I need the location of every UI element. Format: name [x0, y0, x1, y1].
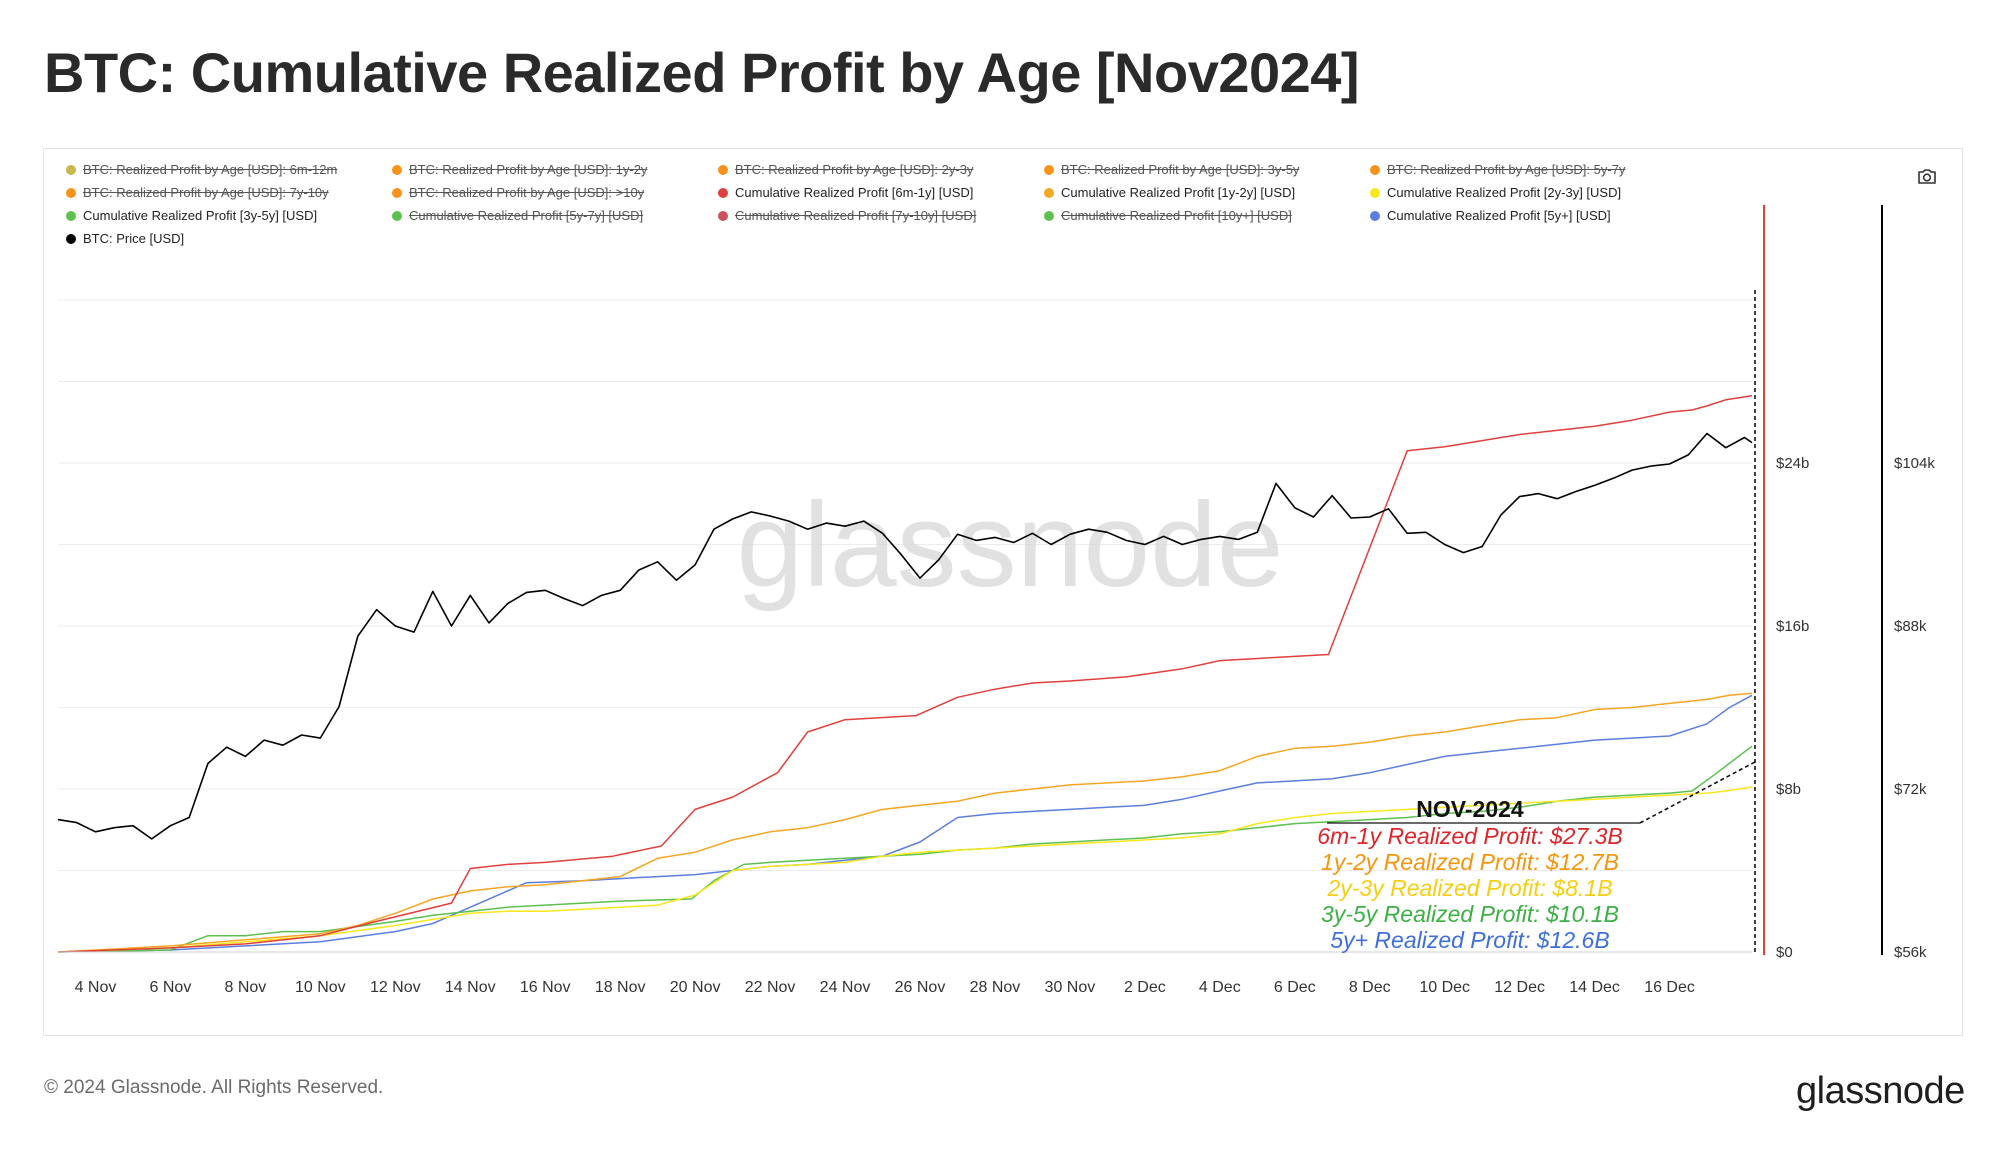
legend-color-dot — [392, 211, 402, 221]
legend-color-dot — [392, 165, 402, 175]
x-tick-label: 30 Nov — [1045, 979, 1096, 996]
legend-color-dot — [718, 188, 728, 198]
y-right-tick-label: $104k — [1894, 455, 1935, 472]
chart-frame — [43, 148, 1963, 1036]
legend-label: Cumulative Realized Profit [2y-3y] [USD] — [1387, 185, 1622, 200]
legend-color-dot — [66, 188, 76, 198]
legend-label: BTC: Realized Profit by Age [USD]: >10y — [409, 185, 645, 200]
legend-label: Cumulative Realized Profit [10y+] [USD] — [1061, 208, 1292, 223]
legend-item[interactable]: Cumulative Realized Profit [5y-7y] [USD] — [392, 206, 643, 226]
legend-color-dot — [392, 188, 402, 198]
series-line — [57, 432, 1753, 840]
legend-color-dot — [1370, 165, 1380, 175]
legend-label: BTC: Realized Profit by Age [USD]: 3y-5y — [1061, 162, 1300, 177]
x-tick-label: 16 Nov — [520, 979, 571, 996]
annotation-line: 6m-1y Realized Profit: $27.3B — [1317, 823, 1623, 849]
annotation-title: NOV-2024 — [1416, 796, 1524, 822]
legend-color-dot — [1044, 188, 1054, 198]
legend-item[interactable]: BTC: Realized Profit by Age [USD]: 1y-2y — [392, 160, 647, 180]
legend-item[interactable]: BTC: Realized Profit by Age [USD]: 3y-5y — [1044, 160, 1299, 180]
x-tick-label: 10 Dec — [1419, 979, 1470, 996]
x-tick-label: 26 Nov — [895, 979, 946, 996]
x-tick-label: 24 Nov — [820, 979, 871, 996]
series-line — [57, 786, 1753, 953]
legend-item[interactable]: Cumulative Realized Profit [1y-2y] [USD] — [1044, 183, 1295, 203]
legend-color-dot — [1044, 165, 1054, 175]
x-tick-label: 10 Nov — [295, 979, 346, 996]
legend-item[interactable]: Cumulative Realized Profit [3y-5y] [USD] — [66, 206, 317, 226]
profit-annotation: NOV-2024 6m-1y Realized Profit: $27.3B 1y… — [1290, 795, 1650, 953]
legend-color-dot — [718, 165, 728, 175]
annotation-line: 5y+ Realized Profit: $12.6B — [1330, 927, 1610, 953]
x-tick-label: 8 Nov — [224, 979, 266, 996]
legend-color-dot — [718, 211, 728, 221]
x-tick-label: 4 Nov — [75, 979, 117, 996]
x-tick-label: 12 Nov — [370, 979, 421, 996]
annotation-dotted-pointer — [1639, 761, 1756, 824]
chart-watermark: glassnode — [736, 478, 1283, 612]
copyright-text: © 2024 Glassnode. All Rights Reserved. — [44, 1077, 384, 1098]
y-left-tick-label: $16b — [1776, 618, 1809, 635]
camera-icon[interactable] — [1916, 166, 1938, 186]
x-tick-label: 6 Dec — [1274, 979, 1316, 996]
legend-label: BTC: Realized Profit by Age [USD]: 5y-7y — [1387, 162, 1626, 177]
legend-item[interactable]: BTC: Realized Profit by Age [USD]: >10y — [392, 183, 644, 203]
legend-item[interactable]: BTC: Realized Profit by Age [USD]: 7y-10… — [66, 183, 329, 203]
legend-color-dot — [66, 234, 76, 244]
x-tick-label: 8 Dec — [1349, 979, 1391, 996]
x-tick-label: 28 Nov — [970, 979, 1021, 996]
legend-item[interactable]: BTC: Price [USD] — [66, 229, 184, 249]
x-tick-label: 18 Nov — [595, 979, 646, 996]
y-right-tick-label: $72k — [1894, 781, 1927, 798]
legend-item[interactable]: BTC: Realized Profit by Age [USD]: 6m-12… — [66, 160, 337, 180]
series-line — [57, 694, 1753, 953]
legend-item[interactable]: BTC: Realized Profit by Age [USD]: 2y-3y — [718, 160, 973, 180]
legend-label: Cumulative Realized Profit [6m-1y] [USD] — [735, 185, 974, 200]
legend-label: Cumulative Realized Profit [5y+] [USD] — [1387, 208, 1611, 223]
legend-label: Cumulative Realized Profit [5y-7y] [USD] — [409, 208, 644, 223]
legend-color-dot — [1370, 188, 1380, 198]
series-line — [57, 692, 1753, 953]
legend-label: Cumulative Realized Profit [7y-10y] [USD… — [735, 208, 977, 223]
legend-item[interactable]: Cumulative Realized Profit [6m-1y] [USD] — [718, 183, 973, 203]
legend-label: Cumulative Realized Profit [1y-2y] [USD] — [1061, 185, 1296, 200]
legend-label: BTC: Realized Profit by Age [USD]: 7y-10… — [83, 185, 329, 200]
legend-color-dot — [1044, 211, 1054, 221]
y-left-tick-label: $8b — [1776, 781, 1801, 798]
page-title: BTC: Cumulative Realized Profit by Age [… — [44, 41, 1360, 104]
x-tick-label: 14 Nov — [445, 979, 496, 996]
legend-label: BTC: Realized Profit by Age [USD]: 6m-12… — [83, 162, 338, 177]
legend-color-dot — [66, 211, 76, 221]
legend-label: BTC: Realized Profit by Age [USD]: 1y-2y — [409, 162, 648, 177]
legend-label: BTC: Price [USD] — [83, 231, 185, 246]
y-left-tick-label: $0 — [1776, 944, 1793, 961]
x-tick-label: 20 Nov — [670, 979, 721, 996]
x-tick-label: 22 Nov — [745, 979, 796, 996]
legend-item[interactable]: Cumulative Realized Profit [2y-3y] [USD] — [1370, 183, 1621, 203]
y-right-tick-label: $56k — [1894, 944, 1927, 961]
x-tick-label: 14 Dec — [1569, 979, 1620, 996]
legend-label: Cumulative Realized Profit [3y-5y] [USD] — [83, 208, 318, 223]
series-line — [57, 395, 1753, 953]
brand-logo: glassnode — [1796, 1070, 1965, 1112]
x-tick-label: 6 Nov — [150, 979, 192, 996]
x-tick-label: 2 Dec — [1124, 979, 1166, 996]
legend-label: BTC: Realized Profit by Age [USD]: 2y-3y — [735, 162, 974, 177]
legend-item[interactable]: Cumulative Realized Profit [5y+] [USD] — [1370, 206, 1611, 226]
x-tick-label: 4 Dec — [1199, 979, 1241, 996]
x-tick-label: 16 Dec — [1644, 979, 1695, 996]
chart-legend: BTC: Realized Profit by Age [USD]: 6m-12… — [66, 160, 1866, 252]
y-left-tick-label: $24b — [1776, 455, 1809, 472]
legend-item[interactable]: Cumulative Realized Profit [10y+] [USD] — [1044, 206, 1292, 226]
legend-color-dot — [1370, 211, 1380, 221]
y-right-tick-label: $88k — [1894, 618, 1927, 635]
x-tick-label: 12 Dec — [1494, 979, 1545, 996]
legend-color-dot — [66, 165, 76, 175]
annotation-line: 2y-3y Realized Profit: $8.1B — [1327, 875, 1613, 901]
legend-item[interactable]: BTC: Realized Profit by Age [USD]: 5y-7y — [1370, 160, 1625, 180]
annotation-line: 3y-5y Realized Profit: $10.1B — [1321, 901, 1619, 927]
annotation-line: 1y-2y Realized Profit: $12.7B — [1321, 849, 1619, 875]
legend-item[interactable]: Cumulative Realized Profit [7y-10y] [USD… — [718, 206, 976, 226]
